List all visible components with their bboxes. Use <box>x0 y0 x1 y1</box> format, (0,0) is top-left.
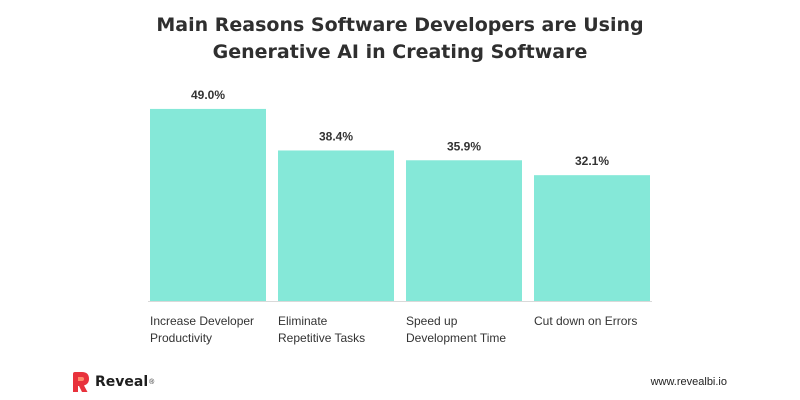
bar-value-label-2: 38.4% <box>319 129 353 143</box>
bar-4 <box>534 175 650 301</box>
reveal-logo-text: Reveal <box>95 374 149 390</box>
chart-title-line-2: Generative AI in Creating Software <box>212 41 588 63</box>
chart-title: Main Reasons Software Developers are Usi… <box>0 12 800 66</box>
category-label-4-line-1: Cut down on Errors <box>534 314 637 328</box>
reveal-logo-registered-mark: ® <box>149 378 155 386</box>
website-url: www.revealbi.io <box>650 376 727 388</box>
category-label-1-line-1: Increase Developer <box>150 314 254 328</box>
category-label-2-line-1: Eliminate <box>278 314 328 328</box>
category-label-1-line-2: Productivity <box>150 331 212 345</box>
bar-value-label-1: 49.0% <box>191 88 225 102</box>
reveal-logo: Reveal ® <box>72 370 154 394</box>
category-label-2-line-2: Repetitive Tasks <box>278 331 365 345</box>
category-label-3-line-2: Development Time <box>406 331 506 345</box>
bar-value-label-4: 32.1% <box>575 154 609 168</box>
reveal-logo-icon <box>73 372 89 392</box>
bar-2 <box>278 150 394 301</box>
chart-title-line-1: Main Reasons Software Developers are Usi… <box>156 14 644 36</box>
bar-chart: 49.0% Increase Developer Productivity 38.4%… <box>148 88 652 345</box>
bar-value-label-3: 35.9% <box>447 139 481 153</box>
bar-1 <box>150 108 266 301</box>
bar-3 <box>406 160 522 301</box>
category-label-3-line-1: Speed up <box>406 314 458 328</box>
